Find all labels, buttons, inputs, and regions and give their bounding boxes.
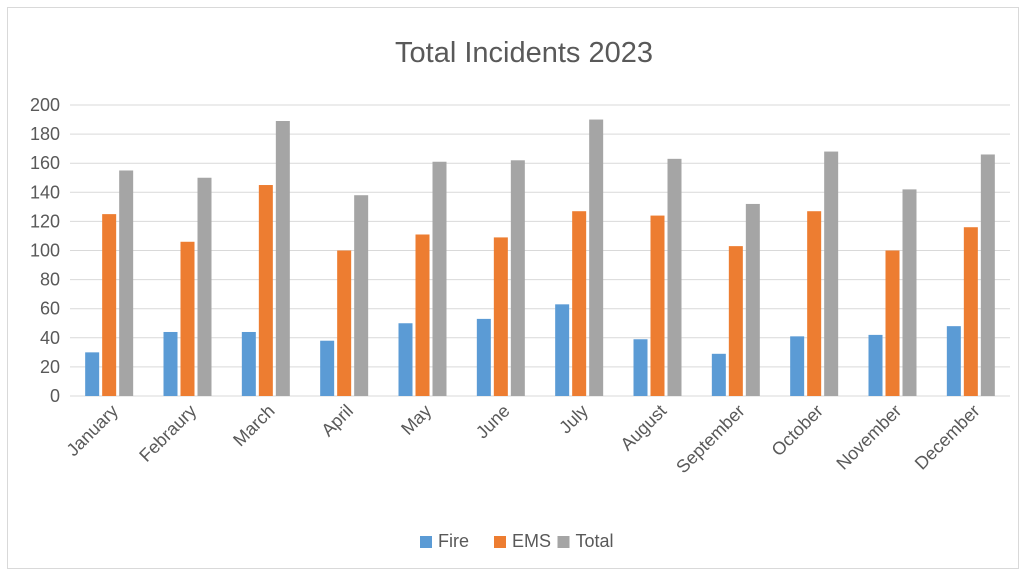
- bar-total-january: [119, 170, 134, 396]
- y-axis-ticks: 0 20 40 60 80 100 120 140 160 180 200: [30, 95, 60, 406]
- x-tick-label: August: [617, 401, 671, 455]
- bar-total-febraury: [197, 177, 212, 396]
- bar-fire-october: [790, 336, 805, 396]
- bar-total-october: [824, 151, 839, 396]
- bar-total-september: [745, 203, 760, 396]
- x-tick-label: May: [397, 401, 435, 439]
- legend-swatch-fire: [420, 536, 432, 548]
- x-tick-label: December: [911, 401, 984, 474]
- bar-fire-april: [320, 340, 335, 396]
- legend-label-fire: Fire: [438, 531, 469, 551]
- bar-fire-august: [633, 339, 648, 396]
- y-tick-label: 0: [50, 386, 60, 406]
- legend-label-total: Total: [576, 531, 614, 551]
- y-tick-label: 120: [30, 211, 60, 231]
- x-tick-label: January: [63, 401, 122, 460]
- bar-fire-january: [85, 352, 100, 396]
- bar-ems-febraury: [180, 241, 195, 396]
- y-tick-label: 20: [40, 357, 60, 377]
- chart-title: Total Incidents 2023: [395, 37, 653, 69]
- bar-ems-january: [102, 214, 117, 396]
- bar-fire-may: [398, 323, 413, 396]
- bar-total-december: [980, 154, 995, 396]
- bar-total-march: [275, 121, 290, 396]
- bar-ems-november: [885, 250, 900, 396]
- y-tick-label: 60: [40, 299, 60, 319]
- x-tick-label: September: [672, 401, 748, 477]
- y-tick-label: 40: [40, 328, 60, 348]
- bar-ems-may: [415, 234, 430, 396]
- y-tick-label: 100: [30, 241, 60, 261]
- y-tick-label: 160: [30, 153, 60, 173]
- bar-ems-october: [807, 211, 822, 396]
- y-tick-label: 200: [30, 95, 60, 115]
- y-tick-label: 180: [30, 124, 60, 144]
- bar-fire-september: [711, 353, 726, 396]
- bar-total-april: [354, 195, 369, 396]
- bar-fire-june: [476, 318, 491, 396]
- legend-swatch-total: [557, 536, 570, 548]
- legend: Fire EMS Total: [420, 531, 614, 551]
- x-axis-ticks: January Febraury March April May June July Augu…: [63, 401, 984, 477]
- bar-ems-june: [493, 237, 508, 396]
- bar-ems-april: [337, 250, 352, 396]
- bar-total-november: [902, 189, 917, 396]
- bar-fire-november: [868, 334, 883, 396]
- bar-total-july: [589, 119, 604, 397]
- bar-fire-december: [946, 326, 961, 396]
- gridlines: [70, 104, 1010, 397]
- bar-ems-march: [258, 185, 273, 396]
- x-tick-label: Febraury: [135, 401, 200, 466]
- bar-ems-september: [728, 246, 743, 396]
- bar-fire-july: [555, 304, 570, 396]
- bar-total-june: [510, 160, 525, 396]
- x-tick-label: April: [317, 401, 357, 441]
- y-tick-label: 140: [30, 182, 60, 202]
- legend-label-ems: EMS: [512, 531, 551, 551]
- x-tick-label: June: [472, 401, 514, 443]
- bar-total-august: [667, 158, 682, 396]
- bar-total-may: [432, 161, 447, 396]
- bars: [85, 119, 995, 397]
- bar-fire-febraury: [163, 331, 178, 396]
- legend-swatch-ems: [494, 536, 506, 548]
- y-tick-label: 80: [40, 270, 60, 290]
- x-tick-label: October: [768, 401, 827, 460]
- bar-ems-december: [963, 227, 978, 396]
- bar-fire-march: [241, 331, 256, 396]
- bar-ems-august: [650, 215, 665, 396]
- bar-ems-july: [572, 211, 587, 396]
- x-tick-label: July: [555, 401, 592, 438]
- x-tick-label: March: [229, 401, 279, 451]
- x-tick-label: November: [832, 401, 905, 474]
